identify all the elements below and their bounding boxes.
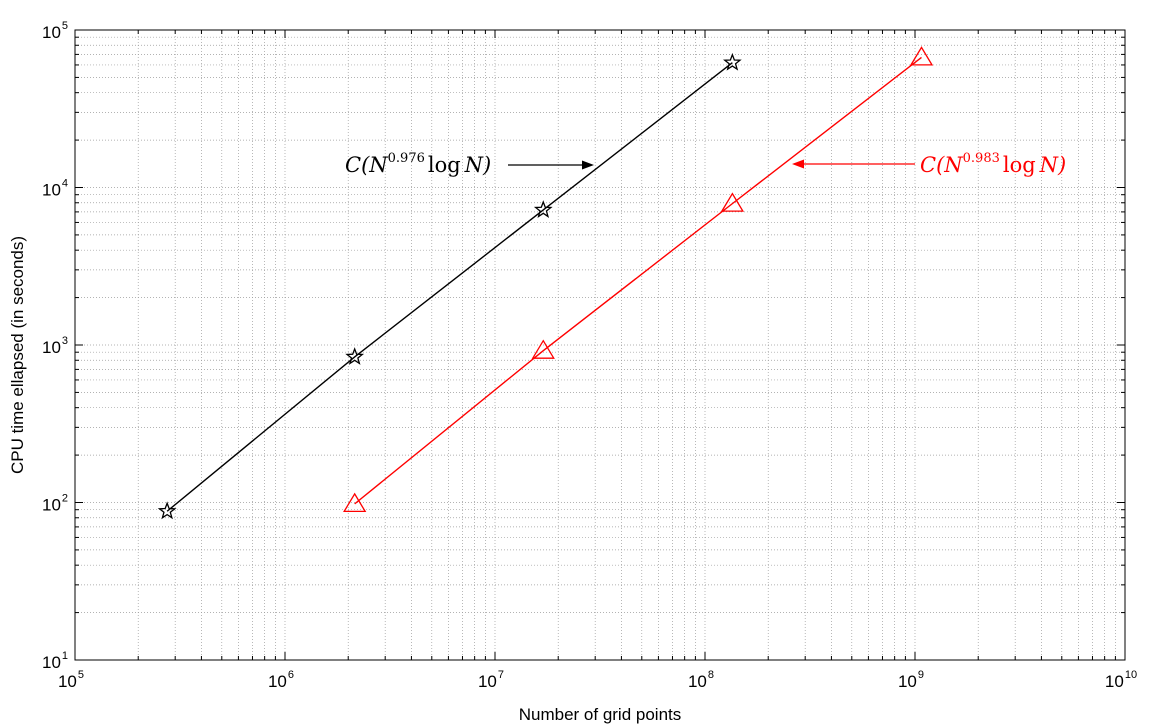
y-tick-label: 104 bbox=[42, 178, 68, 200]
annotation-black-log: log bbox=[428, 153, 461, 177]
series-star bbox=[157, 52, 742, 520]
annotation-red-arrowhead bbox=[792, 159, 804, 169]
x-axis-title: Number of grid points bbox=[519, 705, 682, 724]
x-tick-label: 108 bbox=[688, 669, 714, 691]
axis-ticks bbox=[74, 29, 1126, 661]
y-tick-label: 103 bbox=[42, 335, 68, 357]
y-axis-title: CPU time ellapsed (in seconds) bbox=[8, 236, 27, 474]
series-line bbox=[354, 56, 922, 505]
star-marker bbox=[533, 200, 553, 218]
annotation-black-sup: 0.976 bbox=[388, 151, 425, 166]
annotation-red-log: log bbox=[1003, 153, 1036, 177]
triangle-marker bbox=[720, 192, 745, 212]
annotation-red-post: N) bbox=[1039, 153, 1067, 177]
triangle-marker bbox=[343, 492, 367, 513]
triangle-marker bbox=[531, 339, 555, 359]
y-tick-labels: 101 102 103 104 105 bbox=[42, 20, 68, 672]
series-line bbox=[166, 62, 733, 512]
annotation-black-pre: C(N bbox=[345, 153, 388, 177]
star-marker bbox=[723, 52, 742, 71]
x-tick-label: 107 bbox=[478, 669, 504, 691]
annotation-red-fit: C(N0.983 log N) bbox=[792, 151, 1066, 177]
annotation-black-label: C(N0.976 log N) bbox=[345, 151, 491, 177]
triangle-marker bbox=[909, 46, 934, 66]
x-tick-labels: 105 106 107 108 109 1010 bbox=[58, 669, 1137, 691]
y-tick-label: 105 bbox=[42, 20, 68, 42]
annotation-black-fit: C(N0.976 log N) bbox=[345, 151, 594, 177]
star-marker bbox=[157, 501, 177, 520]
annotation-red-sup: 0.983 bbox=[963, 151, 1000, 166]
star-marker bbox=[345, 347, 365, 365]
x-tick-label: 109 bbox=[898, 669, 924, 691]
x-tick-label: 1010 bbox=[1105, 669, 1137, 691]
annotation-black-post: N) bbox=[464, 153, 492, 177]
series-layer bbox=[157, 46, 934, 520]
y-tick-label: 101 bbox=[42, 650, 68, 672]
annotation-red-pre: C(N bbox=[920, 153, 963, 177]
annotation-red-label: C(N0.983 log N) bbox=[920, 151, 1066, 177]
series-triangle bbox=[343, 46, 934, 513]
x-tick-label: 106 bbox=[268, 669, 294, 691]
x-tick-label: 105 bbox=[58, 669, 84, 691]
y-tick-label: 102 bbox=[42, 493, 68, 515]
annotation-black-arrowhead bbox=[582, 160, 594, 170]
grid bbox=[75, 30, 1125, 660]
